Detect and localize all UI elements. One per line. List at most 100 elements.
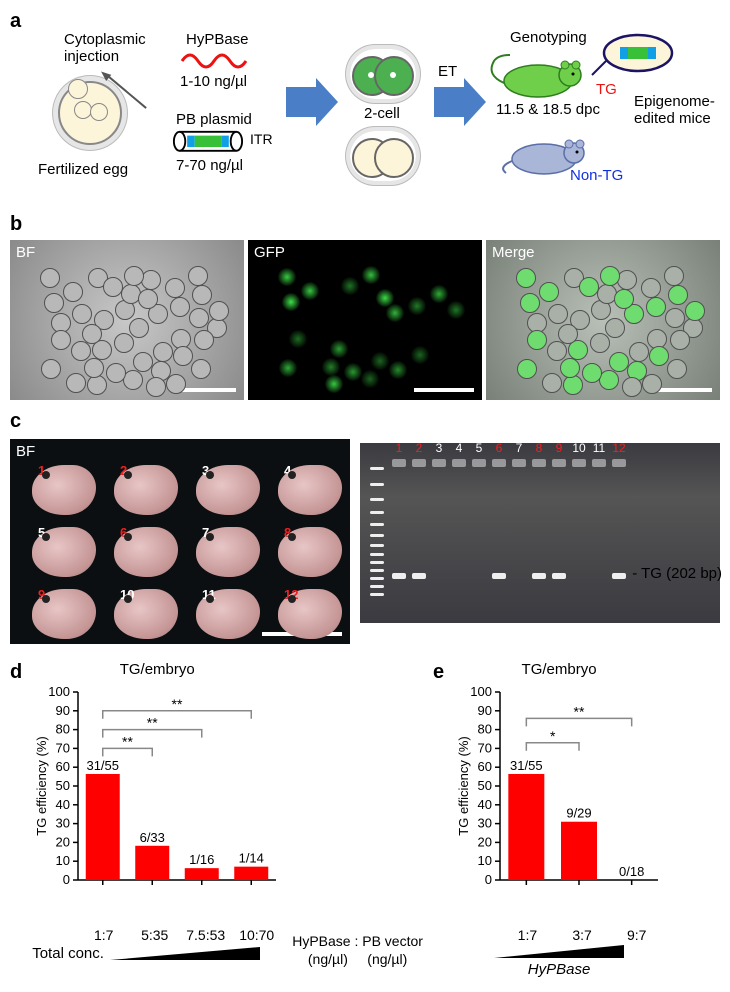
svg-text:60: 60: [56, 759, 70, 774]
chart-e-title: TG/embryo: [454, 661, 664, 678]
embryo-icon: 7: [196, 527, 260, 577]
scalebar-icon: [414, 388, 474, 392]
svg-text:80: 80: [478, 722, 492, 737]
gfp-signal-icon: [447, 301, 465, 319]
tag-gfp: GFP: [254, 244, 285, 261]
fertilized-egg-icon: [58, 81, 122, 145]
micrograph-bf: BF: [10, 240, 244, 400]
embryo-cell-icon: [609, 352, 629, 372]
gel-well-icon: [472, 459, 486, 467]
chart-d-xticks: 1:75:357.5:5310:70: [32, 927, 282, 943]
ratio-caption: HyPBase : PB vector (ng/µl) (ng/µl): [292, 932, 423, 968]
embryo-cell-icon: [123, 370, 143, 390]
embryo-cell-icon: [605, 318, 625, 338]
gel-lane-header: 10: [568, 441, 590, 455]
embryo-cell-icon: [547, 341, 567, 361]
svg-text:**: **: [122, 733, 133, 749]
gel-well-icon: [492, 459, 506, 467]
ladder-band-icon: [370, 523, 384, 526]
gel-well-icon: [592, 459, 606, 467]
ladder-band-icon: [370, 467, 384, 470]
gel-lane-header: 12: [608, 441, 630, 455]
ladder-band-icon: [370, 561, 384, 564]
xtick-label: 1:7: [500, 927, 555, 943]
label-cytoplasmic: Cytoplasmic injection: [64, 31, 146, 65]
label-dpc: 11.5 & 18.5 dpc: [496, 101, 600, 118]
arrow-icon: [434, 87, 464, 117]
embryo-cell-icon: [191, 359, 211, 379]
hypbase-rna-icon: [180, 49, 250, 73]
embryo-cell-icon: [66, 373, 86, 393]
embryo-cell-icon: [41, 359, 61, 379]
embryo-icon: 11: [196, 589, 260, 639]
gel-well-icon: [432, 459, 446, 467]
svg-text:31/55: 31/55: [510, 758, 543, 773]
embryo-icon: 1: [32, 465, 96, 515]
gfp-signal-icon: [330, 340, 348, 358]
gradient-triangle-icon: [494, 945, 624, 959]
embryo-cell-icon: [600, 266, 620, 286]
chart-e-xcaption: HyPBase: [454, 961, 664, 978]
gfp-signal-icon: [341, 277, 359, 295]
chart-d: TG/embryo 0102030405060708090100TG effic…: [32, 661, 282, 962]
svg-text:**: **: [574, 703, 585, 719]
chart-d-xcaption: Total conc.: [32, 945, 104, 962]
gel-well-icon: [412, 459, 426, 467]
label-epigenome: Epigenome- edited mice: [634, 93, 715, 127]
twocell-plain-icon: [350, 131, 416, 181]
svg-text:50: 50: [478, 778, 492, 793]
scalebar-icon: [652, 388, 712, 392]
xtick-label: 5:35: [129, 927, 180, 943]
xtick-label: 7.5:53: [180, 927, 231, 943]
svg-text:50: 50: [56, 778, 70, 793]
embryo-cell-icon: [665, 308, 685, 328]
gfp-signal-icon: [344, 363, 362, 381]
label-et: ET: [438, 63, 457, 80]
embryo-cell-icon: [516, 268, 536, 288]
gel-band-label: - TG (202 bp): [632, 565, 722, 582]
panel-a: Cytoplasmic injection Fertilized egg HyP…: [10, 33, 720, 213]
embryo-cell-icon: [527, 330, 547, 350]
gel-tg-band-icon: [532, 573, 546, 579]
embryo-cell-icon: [133, 352, 153, 372]
embryo-cell-icon: [539, 282, 559, 302]
embryo-cell-icon: [617, 270, 637, 290]
embryo-cell-icon: [558, 324, 578, 344]
chart-e-xticks: 1:73:79:7: [454, 927, 664, 943]
embryo-cell-icon: [87, 375, 107, 395]
embryo-icon: 3: [196, 465, 260, 515]
ladder-band-icon: [370, 483, 384, 486]
embryo-cell-icon: [153, 342, 173, 362]
embryo-icon: 12: [278, 589, 342, 639]
gfp-signal-icon: [278, 268, 296, 286]
panel-a-label: a: [10, 10, 21, 33]
xtick-label: 1:7: [78, 927, 129, 943]
xtick-label: 10:70: [231, 927, 282, 943]
gel-lane-header: 11: [588, 441, 610, 455]
embryo-cell-icon: [622, 377, 642, 397]
label-hypbase: HyPBase: [186, 31, 249, 48]
gfp-signal-icon: [386, 304, 404, 322]
ladder-band-icon: [370, 553, 384, 556]
embryo-cell-icon: [641, 278, 661, 298]
svg-text:**: **: [147, 715, 158, 731]
embryo-cell-icon: [129, 318, 149, 338]
svg-text:20: 20: [478, 834, 492, 849]
gfp-signal-icon: [389, 361, 407, 379]
embryo-cell-icon: [71, 341, 91, 361]
svg-text:100: 100: [470, 684, 492, 699]
panel-de-row: d TG/embryo 0102030405060708090100TG eff…: [10, 661, 720, 978]
embryo-cell-icon: [599, 370, 619, 390]
figure: a Cytoplasmic injection Fertilized egg H…: [10, 10, 720, 978]
embryo-cell-icon: [629, 342, 649, 362]
label-itr: ITR: [250, 131, 273, 147]
mouse-tg-icon: [490, 51, 600, 101]
gel-lane-header: 2: [408, 441, 430, 455]
ratio-line2: (ng/µl) (ng/µl): [292, 950, 423, 968]
gfp-signal-icon: [430, 285, 448, 303]
gfp-signal-icon: [376, 289, 394, 307]
embryo-cell-icon: [667, 359, 687, 379]
gel-well-icon: [612, 459, 626, 467]
gel-tg-band-icon: [392, 573, 406, 579]
svg-text:TG efficiency (%): TG efficiency (%): [456, 736, 471, 835]
